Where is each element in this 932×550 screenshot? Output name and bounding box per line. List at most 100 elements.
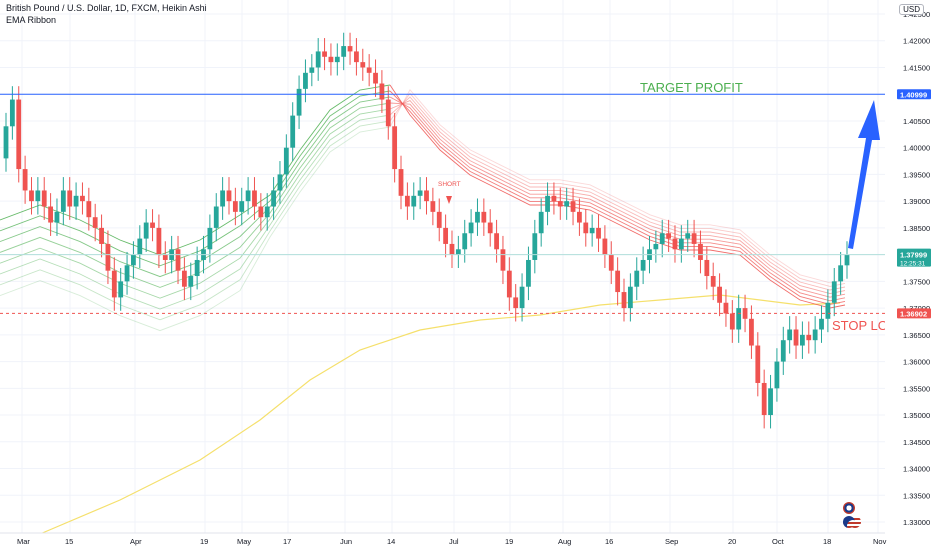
- candle-body: [86, 201, 92, 218]
- time-tick-label: Apr: [130, 537, 142, 546]
- currency-button[interactable]: USD: [899, 4, 924, 15]
- candle-body: [819, 318, 824, 330]
- candle-body: [252, 190, 257, 207]
- candle-body: [780, 340, 786, 362]
- candle-body: [290, 115, 296, 148]
- candle-body: [175, 249, 181, 271]
- time-tick-label: Nov: [873, 537, 887, 546]
- time-tick-label: 17: [283, 537, 291, 546]
- time-tick-label: 16: [605, 537, 613, 546]
- candle-body: [271, 190, 276, 207]
- price-tick-label: 1.37500: [903, 277, 930, 286]
- ema-ribbon-line: [389, 96, 846, 291]
- candle-body: [188, 276, 194, 287]
- ema-ribbon-line: [0, 96, 391, 278]
- candle-body: [309, 67, 315, 73]
- candle-body: [831, 281, 837, 303]
- ema-ribbon-line: [0, 120, 391, 321]
- candle-body: [379, 83, 385, 100]
- candle-body: [417, 190, 423, 196]
- candle-body: [475, 211, 480, 223]
- time-tick-label: Oct: [772, 537, 785, 546]
- ema-ribbon-line: [0, 114, 391, 310]
- candle-body: [283, 147, 289, 175]
- candle-body: [277, 174, 283, 191]
- price-tick-label: 1.40500: [903, 117, 930, 126]
- candle-body: [710, 276, 716, 287]
- time-tick-label: 20: [728, 537, 736, 546]
- candle-body: [455, 249, 461, 255]
- candle-body: [704, 259, 710, 277]
- candle-body: [678, 238, 684, 250]
- candle-body: [640, 259, 646, 271]
- candle-body: [787, 329, 793, 341]
- candle-body: [761, 382, 767, 416]
- price-tick-label: 1.39500: [903, 170, 930, 179]
- candle-body: [583, 222, 589, 234]
- time-tick-label: 14: [387, 537, 395, 546]
- time-tick-label: 19: [200, 537, 208, 546]
- candle-body: [67, 190, 73, 207]
- ema-ribbon-line: [389, 89, 846, 284]
- candle-body: [506, 270, 512, 298]
- candle-body: [723, 302, 729, 314]
- indicator-label[interactable]: EMA Ribbon: [6, 15, 57, 25]
- candle-body: [608, 254, 614, 271]
- candle-body: [449, 243, 455, 255]
- candle-body: [557, 201, 563, 207]
- candle-body: [373, 72, 378, 84]
- candle-body: [354, 51, 359, 63]
- price-tick-label: 1.40000: [903, 144, 930, 153]
- candle-body: [347, 46, 353, 52]
- candle-body: [443, 227, 449, 244]
- candle-body: [602, 238, 608, 255]
- candle-body: [800, 334, 805, 346]
- ema-ribbon-line: [389, 84, 846, 309]
- candle-body: [92, 217, 98, 228]
- candle-body: [685, 233, 691, 239]
- target-price-badge-bg: [897, 89, 931, 100]
- time-tick-label: Jul: [449, 537, 459, 546]
- candle-body: [768, 388, 773, 416]
- candle-body: [41, 190, 47, 207]
- price-tick-label: 1.42000: [903, 37, 930, 46]
- candle-body: [577, 211, 582, 223]
- candle-body: [532, 233, 538, 260]
- time-tick-label: Jun: [340, 537, 352, 546]
- candle-body: [659, 233, 665, 244]
- price-tick-label: 1.38500: [903, 224, 930, 233]
- us-flag-icon-2: [843, 516, 855, 528]
- current-price-badge: 1.37999: [900, 251, 927, 260]
- current-price-badge-countdown: 12:25:31: [900, 261, 926, 268]
- candle-body: [118, 281, 124, 298]
- time-tick-label: Aug: [558, 537, 571, 546]
- candle-body: [487, 222, 493, 234]
- candle-body: [462, 233, 468, 250]
- candle-body: [334, 56, 340, 63]
- candle-body: [245, 190, 251, 202]
- candle-body: [143, 222, 149, 239]
- candle-body: [615, 270, 621, 293]
- candle-body: [653, 243, 659, 250]
- candle-body: [398, 169, 404, 196]
- ema-ribbon-line: [0, 102, 391, 288]
- ema-200-line: [39, 294, 841, 535]
- ema-ribbon-line: [0, 126, 391, 332]
- candle-body: [181, 270, 187, 287]
- stop-price-badge-bg: [897, 308, 931, 319]
- candle-body: [232, 201, 238, 212]
- price-tick-label: 1.36000: [903, 358, 930, 367]
- candle-body: [296, 88, 302, 116]
- ema-ribbon-line: [0, 84, 391, 256]
- candle-body: [9, 99, 15, 127]
- candle-body: [666, 233, 672, 239]
- candle-body: [755, 345, 761, 383]
- candle-body: [844, 254, 850, 266]
- candle-body: [812, 329, 818, 341]
- target-arrow: [848, 100, 880, 249]
- time-tick-label: Mar: [17, 537, 30, 546]
- candle-body: [424, 190, 429, 202]
- price-tick-label: 1.34500: [903, 438, 930, 447]
